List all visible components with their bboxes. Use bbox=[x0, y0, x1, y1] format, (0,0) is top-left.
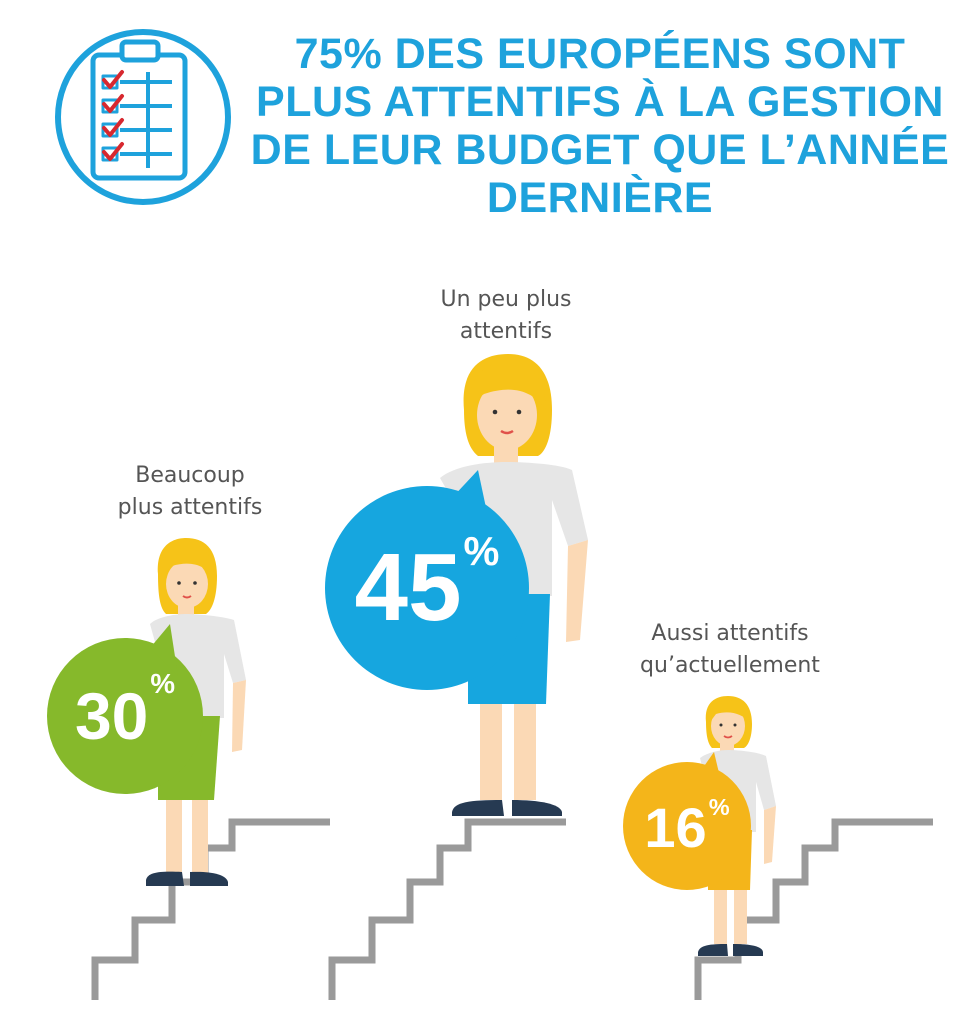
headline-line-3: DE LEUR BUDGET QUE L’ANNÉE bbox=[250, 126, 950, 174]
label-group-2-line-2: attentifs bbox=[459, 319, 553, 344]
headline: 75% DES EUROPÉENS SONT PLUS ATTENTIFS À … bbox=[250, 30, 950, 222]
headline-line-4: DERNIÈRE bbox=[486, 174, 714, 222]
label-group-3: Aussi attentifs qu’actuellement bbox=[600, 618, 860, 682]
bubble-yellow bbox=[623, 752, 751, 890]
percent-group-3: 16% bbox=[623, 794, 751, 862]
label-group-1: Beaucoup plus attentifs bbox=[60, 460, 320, 524]
percent-group-3-value: 16 bbox=[644, 796, 707, 859]
label-group-2-line-1: Un peu plus bbox=[440, 287, 572, 312]
label-group-1-line-1: Beaucoup bbox=[135, 463, 245, 488]
headline-line-2: PLUS ATTENTIFS À LA GESTION bbox=[256, 78, 944, 126]
percent-group-3-sign: % bbox=[708, 793, 730, 820]
label-group-3-line-2: qu’actuellement bbox=[640, 653, 820, 678]
percent-group-2: 45% bbox=[325, 528, 529, 648]
percent-group-2-value: 45 bbox=[354, 534, 462, 641]
percent-group-1-value: 30 bbox=[74, 679, 149, 753]
percent-group-1-sign: % bbox=[150, 668, 176, 700]
headline-line-1: 75% DES EUROPÉENS SONT bbox=[294, 30, 906, 78]
label-group-3-line-1: Aussi attentifs bbox=[651, 621, 809, 646]
label-group-1-line-2: plus attentifs bbox=[117, 495, 263, 520]
bubble-blue bbox=[325, 470, 529, 690]
bubble-green bbox=[47, 624, 203, 794]
percent-group-2-sign: % bbox=[463, 528, 500, 575]
label-group-2: Un peu plus attentifs bbox=[376, 284, 636, 348]
percent-group-1: 30% bbox=[47, 668, 203, 764]
